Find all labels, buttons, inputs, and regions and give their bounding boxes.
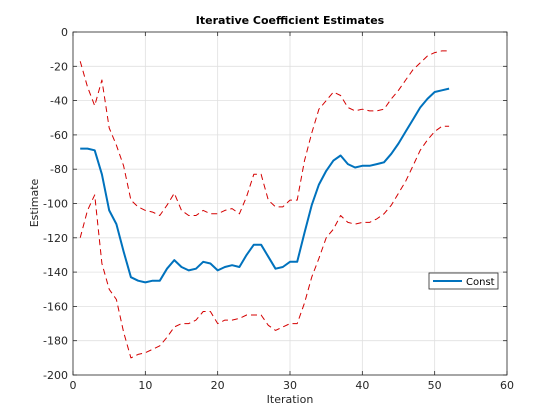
y-tick-label: -100 <box>43 198 68 211</box>
y-tick-label: -40 <box>50 95 68 108</box>
x-tick-label: 60 <box>500 379 514 392</box>
y-tick-label: -160 <box>43 300 68 313</box>
y-axis-label: Estimate <box>28 178 41 227</box>
x-axis-label: Iteration <box>267 393 314 406</box>
x-tick-label: 50 <box>428 379 442 392</box>
legend-box <box>428 272 499 290</box>
series-line-upper-bound <box>79 50 450 216</box>
legend-entry-const: Const <box>466 277 495 288</box>
y-tick-label: 0 <box>61 26 68 39</box>
x-tick-label: 0 <box>70 379 77 392</box>
y-tick-label: -120 <box>43 232 68 245</box>
legend: Const <box>428 272 499 290</box>
y-tick-label: -140 <box>43 266 68 279</box>
series-line-lower-bound <box>79 125 450 359</box>
x-tick-label: 10 <box>138 379 152 392</box>
y-tick-label: -200 <box>43 369 68 382</box>
y-tick-label: -60 <box>50 129 68 142</box>
y-tick-label: -20 <box>50 60 68 73</box>
axis-ticks: 0 10 20 30 40 50 60 0 -20 -40 -60 -80 -100 -120 -140 -1… <box>43 26 514 392</box>
y-tick-label: -80 <box>50 163 68 176</box>
x-tick-label: 20 <box>211 379 225 392</box>
chart-title: Iterative Coefficient Estimates <box>196 14 385 27</box>
x-tick-label: 30 <box>283 379 297 392</box>
y-tick-label: -180 <box>43 335 68 348</box>
x-tick-label: 40 <box>355 379 369 392</box>
series-layer <box>79 50 450 359</box>
series-line-estimate <box>80 87 450 284</box>
